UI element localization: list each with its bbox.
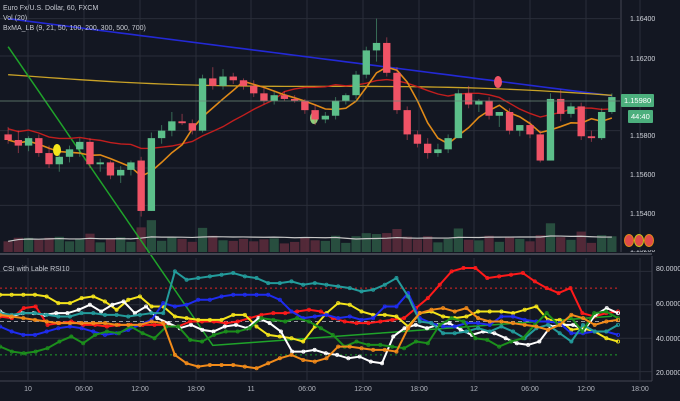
osc-axis-label: 20.0000 [656,370,680,377]
price-label: 1.16400 [630,16,656,23]
alert-flag-icon[interactable] [624,234,634,247]
moving-average-lines [7,17,613,347]
osc-axis-label: 40.0000 [656,336,680,343]
symbol-legend[interactable]: Euro Fx/U.S. Dollar, 60, FXCM [3,5,99,12]
candlesticks [4,18,616,217]
time-label: 12:00 [131,386,149,393]
price-label: 1.15600 [630,172,656,179]
price-label: 1.16200 [630,56,656,63]
time-label: 11 [247,386,255,393]
alert-flag-icon[interactable] [634,234,644,247]
time-label: 06:00 [298,386,316,393]
time-label: 12:00 [577,386,595,393]
time-label: 06:00 [521,386,539,393]
pane-frames [0,0,653,382]
time-label: 18:00 [410,386,428,393]
current-price-tag: 1.15980 [621,94,655,107]
price-label: 1.15400 [630,211,656,218]
time-label: 12 [470,386,478,393]
time-label: 18:00 [187,386,205,393]
oscillator-legend[interactable]: CSI with Lable RSI10 [3,266,70,273]
time-label: 06:00 [75,386,93,393]
time-label: 10 [24,386,32,393]
price-label: 1.15200 [630,247,656,254]
time-label: 18:00 [631,386,649,393]
osc-axis-label: 80.0000 [656,266,680,273]
ma-legend[interactable]: BxMA_LB (9, 21, 50, 100, 200, 300, 500, … [3,25,146,32]
bar-countdown: 44:40 [628,110,653,123]
volume-bars [3,220,617,252]
alert-flag-icon[interactable] [644,234,654,247]
price-label: 1.15800 [630,133,656,140]
volume-legend[interactable]: Vol (20) [3,15,28,22]
time-label: 12:00 [354,386,372,393]
oscillator-lines [0,266,621,371]
osc-axis-label: 60.0000 [656,301,680,308]
